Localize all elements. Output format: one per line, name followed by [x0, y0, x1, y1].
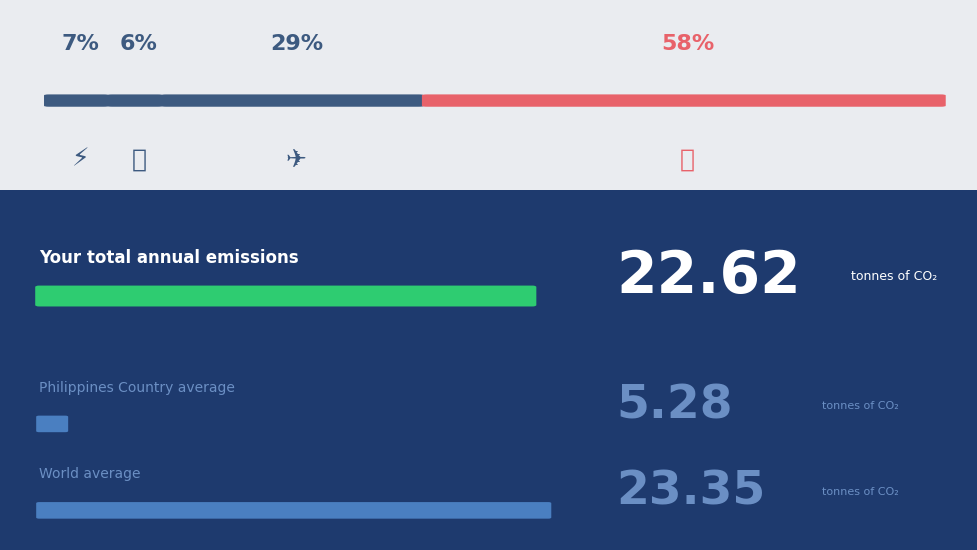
Text: Philippines Country average: Philippines Country average [39, 381, 234, 395]
FancyBboxPatch shape [0, 190, 977, 550]
Text: 23.35: 23.35 [616, 470, 765, 515]
FancyBboxPatch shape [36, 416, 68, 432]
Text: 29%: 29% [270, 34, 322, 53]
Text: tonnes of CO₂: tonnes of CO₂ [821, 487, 897, 497]
Text: Your total annual emissions: Your total annual emissions [39, 249, 298, 267]
Text: 🚗: 🚗 [131, 147, 147, 172]
FancyBboxPatch shape [106, 95, 163, 107]
Text: 58%: 58% [660, 34, 713, 53]
Text: ⚡: ⚡ [71, 147, 89, 172]
FancyBboxPatch shape [36, 502, 551, 519]
Text: 7%: 7% [62, 34, 100, 53]
FancyBboxPatch shape [44, 95, 108, 107]
Text: 6%: 6% [120, 34, 157, 53]
Text: tonnes of CO₂: tonnes of CO₂ [850, 270, 936, 283]
FancyBboxPatch shape [421, 95, 945, 107]
Text: World average: World average [39, 468, 141, 481]
Text: 🍴: 🍴 [680, 147, 695, 172]
Text: ✈️: ✈️ [285, 147, 307, 172]
FancyBboxPatch shape [35, 285, 535, 306]
Text: 5.28: 5.28 [616, 383, 732, 428]
Text: tonnes of CO₂: tonnes of CO₂ [821, 401, 897, 411]
Text: 22.62: 22.62 [616, 248, 800, 305]
FancyBboxPatch shape [161, 95, 423, 107]
